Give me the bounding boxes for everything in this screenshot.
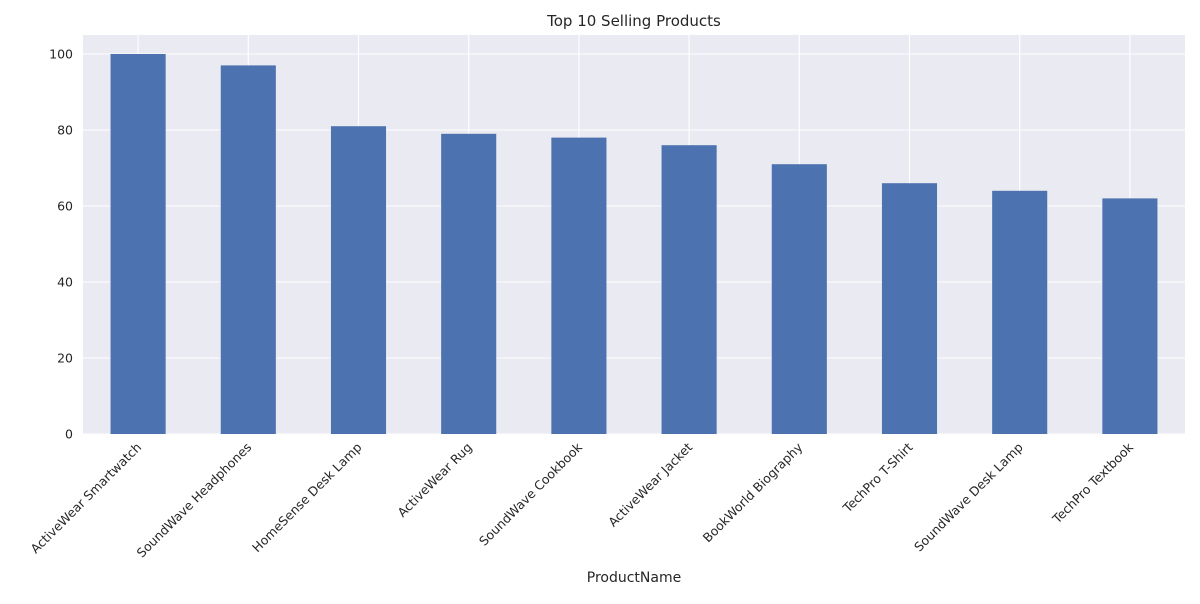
bar <box>220 65 276 435</box>
y-tick-label: 60 <box>57 199 73 214</box>
y-tick-label: 20 <box>57 351 73 366</box>
bars <box>110 54 1158 435</box>
x-tick-label: ActiveWear Jacket <box>605 439 695 529</box>
bar <box>441 133 497 435</box>
x-tick-label: SoundWave Cookbook <box>476 439 586 549</box>
y-tick-label: 100 <box>49 47 73 62</box>
y-tick-label: 80 <box>57 123 73 138</box>
y-tick-label: 40 <box>57 275 73 290</box>
x-tick-label: TechPro Textbook <box>1049 439 1137 527</box>
x-tick-label: TechPro T-Shirt <box>839 439 916 516</box>
bar <box>661 145 717 434</box>
x-tick-label: ActiveWear Rug <box>394 440 474 520</box>
bar <box>551 137 607 434</box>
y-tick-label: 0 <box>65 427 73 442</box>
bar <box>1102 198 1158 434</box>
y-axis-ticks: 0 20 40 60 80 100 <box>49 47 73 442</box>
bar <box>771 164 827 434</box>
x-tick-label: ActiveWear Smartwatch <box>27 440 144 557</box>
x-axis-label: ProductName <box>587 570 681 586</box>
bar <box>881 183 938 434</box>
bar <box>992 190 1048 434</box>
x-tick-label: SoundWave Desk Lamp <box>911 439 1026 554</box>
x-tick-label: BookWorld Biography <box>700 439 806 545</box>
bar <box>110 54 166 434</box>
bar <box>330 126 387 434</box>
chart-title: Top 10 Selling Products <box>546 12 721 30</box>
x-tick-label: HomeSense Desk Lamp <box>249 439 365 555</box>
x-tick-label: SoundWave Headphones <box>134 440 255 561</box>
